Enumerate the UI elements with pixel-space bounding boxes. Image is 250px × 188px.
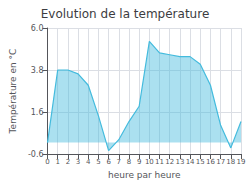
svg-text:10: 10 [145,158,154,166]
svg-text:3: 3 [76,158,80,166]
svg-text:13: 13 [175,158,184,166]
svg-text:1.6: 1.6 [31,108,44,117]
svg-text:6: 6 [106,158,111,166]
svg-text:heure par heure: heure par heure [108,170,181,180]
svg-text:0: 0 [45,158,49,166]
svg-text:Evolution de la température: Evolution de la température [41,7,210,21]
svg-text:15: 15 [196,158,205,166]
svg-text:1: 1 [55,158,59,166]
svg-text:7: 7 [117,158,121,166]
svg-text:3.8: 3.8 [31,66,44,75]
svg-text:12: 12 [165,158,174,166]
svg-text:14: 14 [186,158,195,166]
svg-text:11: 11 [155,158,164,166]
svg-text:8: 8 [127,158,131,166]
svg-text:Température en °C: Température en °C [8,49,18,135]
svg-text:5: 5 [96,158,100,166]
svg-text:19: 19 [237,158,246,166]
svg-text:18: 18 [226,158,235,166]
svg-text:9: 9 [137,158,141,166]
svg-text:2: 2 [66,158,70,166]
svg-text:6.0: 6.0 [31,24,44,33]
svg-text:16: 16 [206,158,215,166]
svg-text:17: 17 [216,158,225,166]
svg-text:4: 4 [86,158,91,166]
svg-text:-0.6: -0.6 [28,150,44,159]
